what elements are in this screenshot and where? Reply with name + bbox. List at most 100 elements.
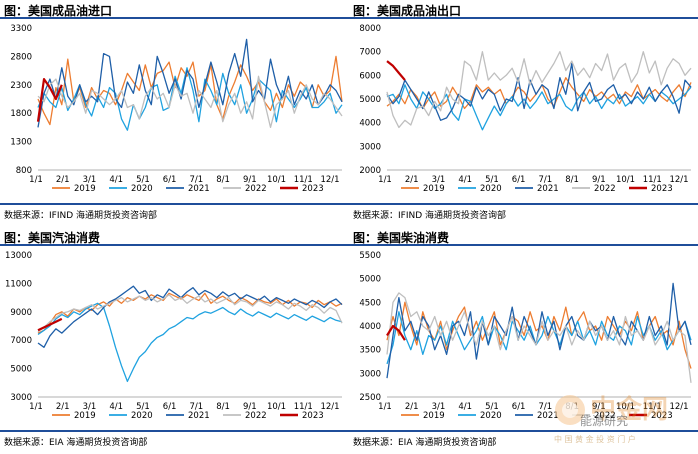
x-tick-label: 4/1: [458, 402, 472, 412]
legend-label: 2023: [651, 184, 673, 194]
series-line-2021: [37, 38, 343, 128]
x-tick-label: 12/1: [320, 402, 339, 412]
x-tick-label: 7/1: [539, 402, 553, 412]
x-tick-label: 12/1: [669, 175, 688, 185]
series-line-2022: [37, 294, 343, 333]
chart-panel-product-imports: 图：美国成品油进口 3300 2800 2300 1800 1300 800 1/1 2/1 3…: [0, 0, 349, 227]
y-tick-label: 1800: [10, 109, 32, 119]
coin-inner: [562, 402, 578, 418]
x-tick-label: 1/1: [378, 175, 392, 185]
chart-title: 图：美国汽油消费: [4, 231, 101, 245]
y-tick-label: 2500: [359, 393, 381, 403]
x-tick-label: 2/1: [405, 402, 419, 412]
x-tick-label: 6/1: [163, 175, 177, 185]
x-tick-label: 11/1: [643, 175, 662, 185]
series-line-2022: [386, 51, 692, 129]
y-tick-label: 4000: [359, 322, 381, 332]
chart-title: 图：美国成品油进口: [4, 4, 113, 18]
y-tick-label: 11000: [5, 279, 32, 289]
x-tick-label: 6/1: [512, 175, 526, 185]
legend-label: 2023: [651, 411, 673, 421]
x-tick-label: 12/1: [669, 402, 688, 412]
y-tick-label: 4000: [359, 119, 381, 129]
watermark-logo: 中金网 能源研究 中 国 黄 金 投 资 门 户: [554, 394, 668, 444]
legend-label: 2022: [594, 184, 616, 194]
legend-label: 2019: [74, 411, 96, 421]
watermark-overlay-text: 能源研究: [580, 413, 628, 428]
legend-label: 2020: [480, 184, 502, 194]
x-tick-label: 5/1: [485, 402, 499, 412]
y-tick-label: 7000: [359, 48, 381, 58]
chart-panel-product-exports: 图：美国成品油出口 8000 7000 6000 5000 4000 3000 2000 1/…: [349, 0, 698, 227]
y-tick-label: 3000: [359, 142, 381, 152]
x-tick-label: 3/1: [432, 402, 446, 412]
legend-label: 2021: [537, 411, 559, 421]
panel-bottom-rule: [349, 430, 698, 432]
x-tick-label: 7/1: [190, 402, 204, 412]
legend-label: 2020: [131, 411, 153, 421]
series-line-2023: [386, 60, 406, 81]
x-tick-label: 5/1: [136, 402, 150, 412]
x-tick-label: 8/1: [216, 402, 230, 412]
data-source-note: 数据来源：EIA 海通期货投资咨询部: [4, 438, 148, 448]
x-tick-label: 4/1: [458, 175, 472, 185]
y-tick-label: 3500: [359, 346, 381, 356]
legend-label: 2021: [537, 184, 559, 194]
y-tick-label: 3300: [10, 24, 32, 34]
chart-title: 图：美国成品油出口: [353, 4, 462, 18]
x-tick-label: 5/1: [136, 175, 150, 185]
series-line-2019: [386, 77, 692, 110]
y-tick-label: 5500: [359, 251, 381, 261]
legend-label: 2021: [188, 411, 210, 421]
x-tick-label: 4/1: [109, 402, 123, 412]
x-tick-label: 5/1: [485, 175, 499, 185]
series-line-2023: [36, 77, 63, 122]
legend-label: 2020: [131, 184, 153, 194]
y-tick-label: 6000: [359, 71, 381, 81]
x-tick-label: 3/1: [432, 175, 446, 185]
legend-label: 2020: [480, 411, 502, 421]
y-tick-label: 2000: [359, 166, 381, 176]
x-tick-label: 10/1: [616, 402, 635, 412]
series-line-2023: [37, 317, 63, 332]
series-line-2021: [386, 62, 692, 121]
y-tick-label: 1300: [10, 138, 32, 148]
legend-label: 2022: [594, 411, 616, 421]
x-tick-label: 3/1: [83, 175, 97, 185]
panel-bottom-rule: [0, 203, 349, 205]
series-line-2019: [37, 292, 343, 334]
series-line-2022: [37, 75, 343, 129]
x-tick-label: 8/1: [565, 175, 579, 185]
x-tick-label: 9/1: [243, 175, 257, 185]
y-tick-label: 5000: [10, 365, 32, 375]
panel-top-rule: [0, 17, 349, 19]
x-tick-label: 1/1: [29, 175, 43, 185]
x-tick-label: 9/1: [592, 175, 606, 185]
x-tick-label: 6/1: [512, 402, 526, 412]
data-source-note: 数据来源：EIA 海通期货投资咨询部: [353, 438, 497, 448]
x-tick-label: 9/1: [243, 402, 257, 412]
series-line-2019: [37, 55, 343, 126]
legend-label: 2022: [245, 411, 267, 421]
series-line-2021: [37, 285, 343, 348]
y-tick-label: 13000: [5, 251, 32, 261]
x-tick-label: 8/1: [216, 175, 230, 185]
legend-label: 2022: [245, 184, 267, 194]
watermark-logo-text: 中金网: [590, 394, 668, 425]
y-tick-label: 3000: [10, 393, 32, 403]
x-tick-label: 10/1: [267, 175, 286, 185]
chart-panel-gasoline-consumption: 图：美国汽油消费 13000 11000 9000 7000 5000 3000 1/1 2/…: [0, 227, 349, 454]
series-line-2020: [37, 302, 343, 383]
y-tick-label: 8000: [359, 24, 381, 34]
x-tick-label: 11/1: [294, 175, 313, 185]
data-source-note: 数据来源：IFIND 海通期货投资咨询部: [353, 211, 507, 221]
legend-label: 2019: [74, 184, 96, 194]
x-tick-label: 12/1: [320, 175, 339, 185]
legend-label: 2023: [302, 184, 324, 194]
x-tick-label: 2/1: [405, 175, 419, 185]
x-tick-label: 11/1: [294, 402, 313, 412]
x-tick-label: 3/1: [83, 402, 97, 412]
